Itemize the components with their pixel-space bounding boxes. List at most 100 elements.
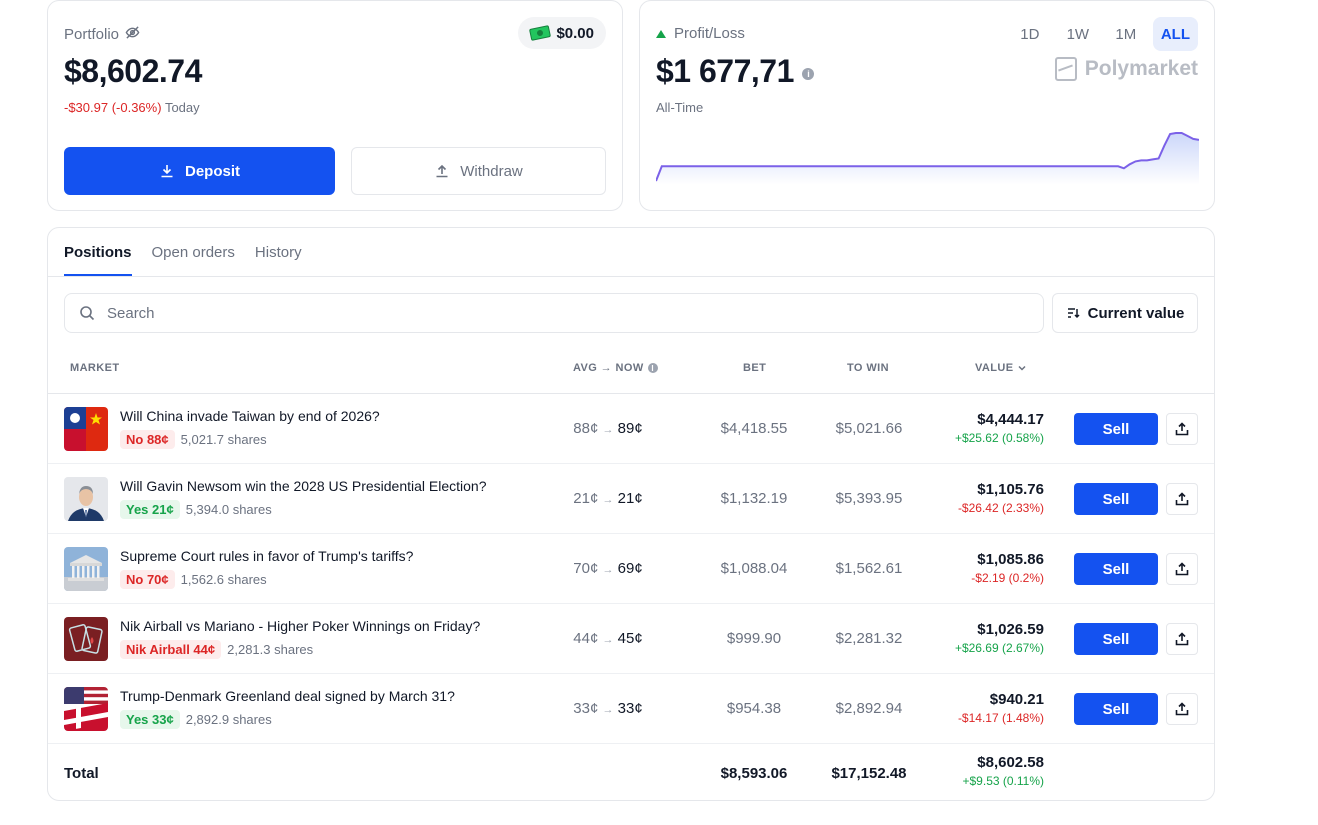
triangle-up-icon	[656, 29, 666, 38]
now-price: 33¢	[617, 700, 643, 717]
search-input[interactable]	[107, 304, 907, 322]
share-button[interactable]	[1166, 413, 1198, 445]
avg-now-cell: 44¢ → 45¢	[548, 630, 668, 647]
avg-price: 44¢	[573, 630, 599, 647]
pnl-value: $1 677,71	[656, 53, 794, 89]
column-value-label: VALUE	[975, 362, 1014, 374]
share-button[interactable]	[1166, 553, 1198, 585]
total-row: Total $8,593.06 $17,152.48 $8,602.58 +$9…	[48, 744, 1214, 800]
sell-button[interactable]: Sell	[1074, 693, 1158, 725]
column-market: MARKET	[70, 362, 120, 374]
portfolio-change-period: Today	[164, 100, 200, 115]
withdraw-label: Withdraw	[460, 162, 523, 180]
market-title[interactable]: Will Gavin Newsom win the 2028 US Presid…	[120, 478, 487, 494]
table-row[interactable]: Will Gavin Newsom win the 2028 US Presid…	[48, 464, 1214, 534]
positions-tabs: Positions Open orders History	[64, 228, 302, 276]
search-box[interactable]	[64, 293, 1044, 333]
range-tab-all[interactable]: ALL	[1152, 17, 1198, 51]
sell-button[interactable]: Sell	[1074, 413, 1158, 445]
now-price: 89¢	[617, 420, 643, 437]
deposit-button[interactable]: Deposit	[64, 147, 335, 195]
shares-count: 5,021.7 shares	[180, 432, 267, 447]
shares-count: 1,562.6 shares	[180, 572, 267, 587]
market-thumbnail	[64, 617, 108, 661]
position-pnl: -$2.19 (0.2%)	[971, 571, 1044, 585]
table-row[interactable]: Trump-Denmark Greenland deal signed by M…	[48, 674, 1214, 744]
table-row[interactable]: Nik Airball vs Mariano - Higher Poker Wi…	[48, 604, 1214, 674]
eye-off-icon[interactable]	[125, 25, 140, 44]
arrow-right-icon: →	[602, 704, 614, 716]
tab-positions[interactable]: Positions	[64, 228, 132, 276]
position-value: $4,444.17	[977, 411, 1044, 428]
brand-name: Polymarket	[1084, 57, 1198, 80]
tab-divider	[48, 276, 1214, 277]
column-to-win[interactable]: TO WIN	[847, 362, 889, 374]
withdraw-button[interactable]: Withdraw	[351, 147, 606, 195]
table-row[interactable]: Supreme Court rules in favor of Trump's …	[48, 534, 1214, 604]
column-avg-now-label: AVG → NOW	[573, 362, 644, 374]
arrow-right-icon: →	[602, 494, 614, 506]
avg-price: 70¢	[573, 560, 599, 577]
pnl-line	[656, 132, 1199, 182]
info-icon[interactable]: i	[647, 363, 658, 373]
pnl-chart	[656, 132, 1199, 185]
portfolio-change-line: -$30.97 (-0.36%) Today	[64, 100, 200, 115]
tab-open-orders[interactable]: Open orders	[151, 243, 235, 261]
total-value-cell: $8,602.58 +$9.53 (0.11%)	[908, 754, 1045, 788]
avg-price: 21¢	[573, 490, 599, 507]
share-button[interactable]	[1166, 693, 1198, 725]
share-icon	[1175, 492, 1189, 506]
share-icon	[1175, 422, 1189, 436]
range-tab-1d[interactable]: 1D	[1020, 25, 1040, 43]
avg-price: 33¢	[573, 700, 599, 717]
cash-balance-pill[interactable]: $0.00	[518, 17, 606, 49]
sort-button[interactable]: Current value	[1052, 293, 1198, 333]
share-button[interactable]	[1166, 483, 1198, 515]
avg-price: 88¢	[573, 420, 599, 437]
avg-now-cell: 33¢ → 33¢	[548, 700, 668, 717]
cash-balance: $0.00	[556, 24, 594, 42]
market-title[interactable]: Will China invade Taiwan by end of 2026?	[120, 408, 380, 424]
column-avg-now[interactable]: AVG → NOW i	[573, 362, 658, 374]
market-title[interactable]: Supreme Court rules in favor of Trump's …	[120, 548, 414, 564]
bet-cell: $1,088.04	[720, 560, 788, 577]
position-meta: Yes 21¢ 5,394.0 shares	[120, 500, 272, 519]
info-icon[interactable]: i	[802, 67, 815, 80]
sell-button[interactable]: Sell	[1074, 483, 1158, 515]
sort-icon	[1067, 308, 1080, 319]
table-row[interactable]: Will China invade Taiwan by end of 2026?…	[48, 394, 1214, 464]
outcome-badge: Yes 21¢	[120, 500, 180, 519]
position-pnl: -$26.42 (2.33%)	[957, 501, 1044, 515]
market-thumbnail	[64, 547, 108, 591]
sell-button[interactable]: Sell	[1074, 553, 1158, 585]
position-value: $940.21	[989, 691, 1044, 708]
column-value[interactable]: VALUE	[975, 362, 1027, 374]
position-value: $1,026.59	[977, 621, 1044, 638]
arrow-right-icon: →	[602, 634, 614, 646]
position-meta: No 70¢ 1,562.6 shares	[120, 570, 267, 589]
share-button[interactable]	[1166, 623, 1198, 655]
market-thumbnail	[64, 477, 108, 521]
market-thumbnail	[64, 407, 108, 451]
range-tab-1m[interactable]: 1M	[1115, 25, 1137, 43]
outcome-badge: No 88¢	[120, 430, 175, 449]
market-title[interactable]: Nik Airball vs Mariano - Higher Poker Wi…	[120, 618, 481, 634]
positions-card: Positions Open orders History Current va…	[47, 227, 1215, 801]
bet-cell: $999.90	[726, 630, 782, 647]
arrow-right-icon: →	[602, 424, 614, 436]
arrow-right-icon: →	[602, 564, 614, 576]
portfolio-change: -$30.97 (-0.36%)	[64, 100, 162, 115]
market-title[interactable]: Trump-Denmark Greenland deal signed by M…	[120, 688, 455, 704]
search-icon	[80, 306, 95, 321]
column-bet[interactable]: BET	[743, 362, 767, 374]
total-value: $8,602.58	[977, 754, 1044, 771]
sell-button[interactable]: Sell	[1074, 623, 1158, 655]
header-divider	[48, 393, 1214, 394]
bet-cell: $954.38	[726, 700, 782, 717]
taiwan-china-flag-icon	[64, 407, 108, 451]
playing-cards-icon	[64, 617, 108, 661]
range-tab-1w[interactable]: 1W	[1066, 25, 1090, 43]
tab-history[interactable]: History	[254, 243, 302, 261]
position-meta: No 88¢ 5,021.7 shares	[120, 430, 267, 449]
to-win-cell: $2,892.94	[835, 700, 903, 717]
